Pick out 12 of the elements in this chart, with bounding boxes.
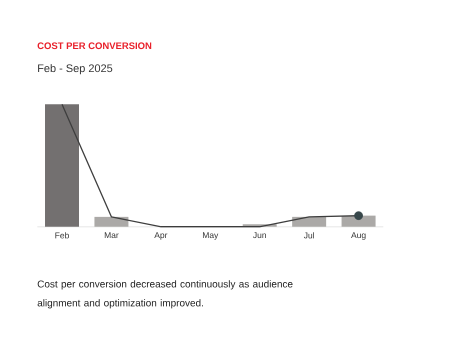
text: Cost per conversion decreased continuously as audience alignment and optimization improved. bbox=[38, 280, 293, 308]
x-tick-label: Aug bbox=[351, 232, 366, 240]
bar bbox=[45, 104, 80, 227]
chart-title: COST PER CONVERSION bbox=[38, 42, 152, 50]
bar bbox=[94, 216, 128, 227]
x-tick-label: Apr bbox=[154, 232, 168, 240]
x-tick-label: Mar bbox=[104, 232, 119, 238]
x-tick-label: Feb bbox=[55, 232, 69, 238]
x-tick-label: Jul bbox=[304, 232, 314, 238]
x-tick-label: May bbox=[202, 232, 218, 240]
x-tick-label: Jun bbox=[253, 232, 266, 238]
chart-subtitle: Feb - Sep 2025 bbox=[38, 64, 112, 74]
